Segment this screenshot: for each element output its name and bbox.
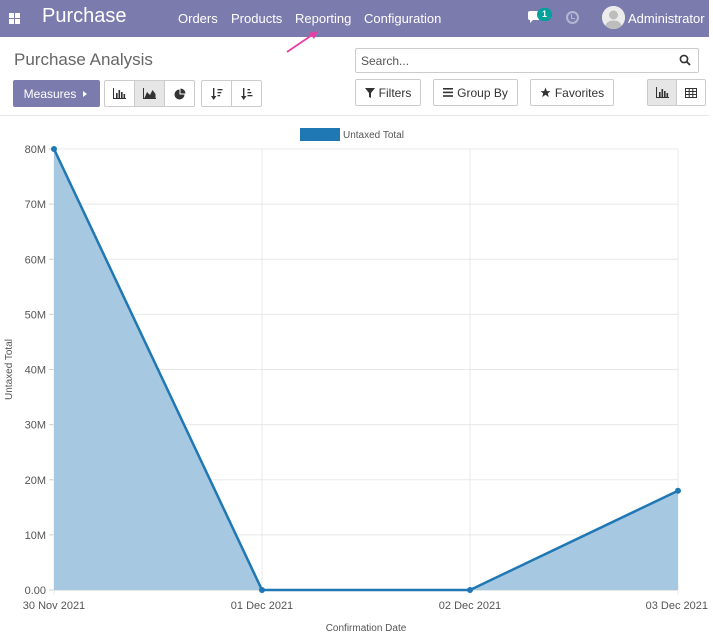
menu-item-configuration[interactable]: Configuration bbox=[364, 11, 442, 26]
y-tick-label: 80M bbox=[25, 144, 46, 156]
area-chart-icon bbox=[143, 88, 156, 99]
sort-descending-button[interactable] bbox=[201, 80, 232, 107]
y-axis-ticks: 0.00 10M 20M 30M 40M 50M 60M 70M 80M bbox=[25, 144, 46, 597]
filters-label: Filters bbox=[378, 85, 412, 100]
pie-chart-button[interactable] bbox=[164, 80, 195, 107]
list-icon bbox=[443, 88, 454, 97]
search-input[interactable] bbox=[361, 54, 661, 68]
menu-item-products[interactable]: Products bbox=[231, 11, 283, 26]
sort-ascending-icon bbox=[240, 87, 252, 100]
app-brand[interactable]: Purchase bbox=[42, 5, 127, 27]
annotation-arrow-icon bbox=[286, 31, 318, 53]
data-point[interactable] bbox=[467, 587, 473, 593]
series-line bbox=[52, 148, 679, 592]
x-axis-title: Confirmation Date bbox=[326, 623, 407, 634]
groupby-label: Group By bbox=[457, 85, 508, 100]
bar-chart-icon bbox=[113, 88, 126, 99]
star-icon bbox=[540, 87, 551, 98]
data-point[interactable] bbox=[675, 487, 681, 494]
legend-swatch[interactable] bbox=[300, 128, 340, 141]
bar-chart-button[interactable] bbox=[104, 80, 135, 107]
line-chart: 0.00 10M 20M 30M 40M 50M 60M 70M 80M 30 Nov 2021… bbox=[4, 128, 708, 634]
legend-label[interactable]: Untaxed Total bbox=[343, 130, 404, 141]
caret-right-icon bbox=[83, 90, 88, 97]
y-tick-label: 10M bbox=[25, 530, 46, 542]
pivot-view-button[interactable] bbox=[676, 79, 706, 106]
measures-button[interactable]: Measures bbox=[13, 80, 100, 107]
control-panel-divider bbox=[0, 115, 713, 116]
y-tick-label: 60M bbox=[25, 254, 46, 266]
x-tick-label: 01 Dec 2021 bbox=[231, 600, 293, 612]
search-icon[interactable] bbox=[679, 54, 691, 66]
x-tick-label: 02 Dec 2021 bbox=[439, 600, 501, 612]
menu-item-reporting[interactable]: Reporting bbox=[295, 11, 352, 26]
top-navbar: Purchase Orders Products Reporting Confi… bbox=[0, 0, 713, 37]
apps-menu-icon[interactable] bbox=[9, 13, 20, 24]
favorites-label: Favorites bbox=[554, 85, 605, 100]
sort-descending-icon bbox=[210, 87, 222, 100]
x-axis-ticks: 30 Nov 2021 01 Dec 2021 02 Dec 2021 03 Dec … bbox=[23, 600, 708, 612]
page-title: Purchase Analysis bbox=[14, 50, 153, 69]
table-icon bbox=[685, 87, 697, 98]
filter-icon bbox=[364, 87, 375, 98]
data-point[interactable] bbox=[51, 146, 57, 152]
favorites-button[interactable]: Favorites bbox=[530, 79, 614, 106]
line-chart-button[interactable] bbox=[134, 80, 165, 107]
y-tick-label: 0.00 bbox=[25, 585, 46, 597]
y-tick-label: 50M bbox=[25, 309, 46, 321]
user-avatar-icon bbox=[602, 6, 625, 29]
y-tick-label: 70M bbox=[25, 199, 46, 211]
chat-badge: 1 bbox=[537, 8, 552, 21]
y-axis-title: Untaxed Total bbox=[4, 339, 15, 400]
pie-chart-icon bbox=[174, 88, 185, 99]
search-bar[interactable] bbox=[355, 48, 699, 73]
x-tick-label: 03 Dec 2021 bbox=[646, 600, 708, 612]
menu-item-orders[interactable]: Orders bbox=[178, 11, 218, 26]
series-points bbox=[51, 146, 681, 593]
user-avatar[interactable] bbox=[602, 6, 625, 29]
graph-view-button[interactable] bbox=[647, 79, 677, 106]
activity-clock-icon[interactable] bbox=[566, 11, 579, 24]
user-name[interactable]: Administrator bbox=[628, 11, 705, 26]
page-edge bbox=[709, 0, 713, 636]
measures-label: Measures bbox=[23, 86, 77, 101]
bar-chart-icon bbox=[655, 87, 669, 98]
filters-button[interactable]: Filters bbox=[355, 79, 421, 106]
y-tick-label: 30M bbox=[25, 420, 46, 432]
x-tick-label: 30 Nov 2021 bbox=[23, 600, 85, 612]
y-tick-label: 40M bbox=[25, 365, 46, 377]
y-tick-label: 20M bbox=[25, 475, 46, 487]
data-point[interactable] bbox=[259, 587, 265, 593]
sort-ascending-button[interactable] bbox=[231, 80, 262, 107]
groupby-button[interactable]: Group By bbox=[433, 79, 518, 106]
